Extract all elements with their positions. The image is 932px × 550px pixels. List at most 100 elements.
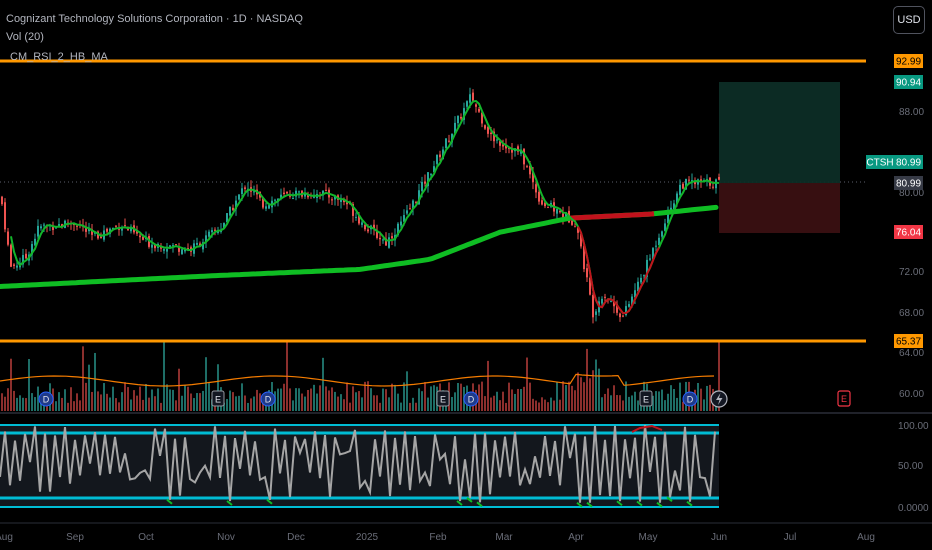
price-tick: 88.00: [899, 107, 924, 118]
candle-body: [634, 290, 636, 298]
volume-bar: [172, 389, 174, 411]
volume-bar: [112, 386, 114, 411]
currency-button[interactable]: USD: [893, 6, 925, 34]
candle-body: [4, 202, 6, 230]
candle-body: [466, 101, 468, 107]
volume-bar: [580, 377, 582, 411]
volume-bar: [577, 372, 579, 411]
resistance-price-badge[interactable]: [894, 54, 923, 68]
candle-body: [496, 139, 498, 141]
candle-body: [121, 227, 123, 231]
price-axis[interactable]: 88.00 80.00 72.00 68.00 64.00 60.00: [899, 107, 924, 400]
candle-body: [523, 148, 525, 165]
volume-bar: [4, 396, 6, 411]
volume-bar: [451, 396, 453, 411]
volume-bar: [589, 378, 591, 411]
volume-bar: [460, 383, 462, 411]
volume-bar: [304, 396, 306, 411]
volume-bar: [127, 387, 129, 411]
candle-body: [358, 215, 360, 224]
candle-body: [577, 227, 579, 233]
volume-bar: [31, 393, 33, 411]
candle-body: [487, 126, 489, 134]
candle-body: [403, 215, 405, 222]
candle-body: [292, 197, 294, 199]
candle-body: [583, 245, 585, 270]
volume-bar: [565, 385, 567, 411]
time-tick: Apr: [568, 532, 584, 543]
time-tick: May: [639, 532, 658, 543]
candle-body: [661, 231, 663, 237]
ticker-badge[interactable]: [866, 155, 894, 169]
volume-bar: [10, 358, 12, 411]
rsi-oversold-mark: [586, 501, 593, 508]
profit-zone[interactable]: [719, 82, 840, 183]
candle-body: [499, 141, 501, 146]
candle-body: [409, 208, 411, 210]
candle-body: [433, 166, 435, 173]
entry-price-badge[interactable]: [894, 176, 923, 190]
earnings-marker-label: E: [841, 394, 847, 404]
volume-bar: [157, 388, 159, 411]
time-tick: 2025: [356, 532, 379, 543]
symbol-header[interactable]: Cognizant Technology Solutions Corporati…: [6, 13, 303, 25]
rsi-oversold-mark: [686, 500, 693, 507]
support-price-badge[interactable]: [894, 334, 923, 348]
candle-body: [460, 116, 462, 119]
target-price-badge[interactable]: [894, 75, 923, 89]
volume-bar: [196, 393, 198, 411]
volume-bar: [187, 386, 189, 411]
candle-body: [85, 226, 87, 232]
candle-body: [295, 190, 297, 197]
volume-bar: [379, 402, 381, 411]
candle-body: [178, 246, 180, 252]
volume-bar: [421, 391, 423, 411]
candle-body: [676, 193, 678, 204]
support-price-label: 65.37: [896, 337, 921, 348]
candle-body: [502, 144, 504, 147]
volume-bar: [142, 399, 144, 411]
volume-bar: [670, 385, 672, 411]
volume-bar: [298, 388, 300, 411]
volume-bar: [238, 395, 240, 411]
last-price-badge[interactable]: [894, 155, 923, 169]
loss-zone[interactable]: [719, 183, 840, 233]
price-tick: 72.00: [899, 267, 924, 278]
rsi-oversold-mark: [636, 500, 643, 507]
resistance-price-label: 92.99: [896, 57, 921, 68]
candle-body: [43, 224, 45, 226]
lightning-icon[interactable]: [710, 390, 728, 408]
candle-body: [481, 112, 483, 124]
volume-bar: [454, 392, 456, 411]
volume-bar: [550, 397, 552, 411]
volume-bar: [535, 400, 537, 411]
candle-body: [400, 221, 402, 226]
candle-body: [478, 108, 480, 112]
volume-bar: [106, 393, 108, 411]
volume-bar: [703, 399, 705, 411]
earnings-marker: E: [211, 390, 225, 407]
event-marker-label: D: [43, 395, 50, 405]
indicator-legend[interactable]: CM_RSI_2_HB_MA: [10, 51, 108, 63]
volume-bar: [718, 341, 720, 411]
volume-bar: [256, 389, 258, 411]
candle-body: [1, 196, 3, 205]
earnings-marker-future[interactable]: E: [837, 390, 851, 407]
volume-bar: [412, 397, 414, 411]
volume-legend[interactable]: Vol (20): [6, 31, 44, 43]
volume-bar: [16, 397, 18, 411]
volume-bar: [622, 400, 624, 411]
volume-bar: [478, 384, 480, 411]
volume-bar: [349, 402, 351, 411]
candle-body: [154, 244, 156, 249]
stop-price-badge[interactable]: [894, 225, 923, 239]
time-axis[interactable]: Aug Sep Oct Nov Dec 2025 Feb Mar Apr May…: [0, 532, 875, 543]
entry-price-label: 80.99: [896, 179, 921, 190]
volume-bar: [508, 382, 510, 411]
rsi-axis[interactable]: 100.00 50.00 0.0000: [898, 421, 929, 514]
rsi-oversold-mark: [466, 497, 473, 503]
volume-pane: [1, 339, 720, 411]
candle-body: [517, 146, 519, 152]
